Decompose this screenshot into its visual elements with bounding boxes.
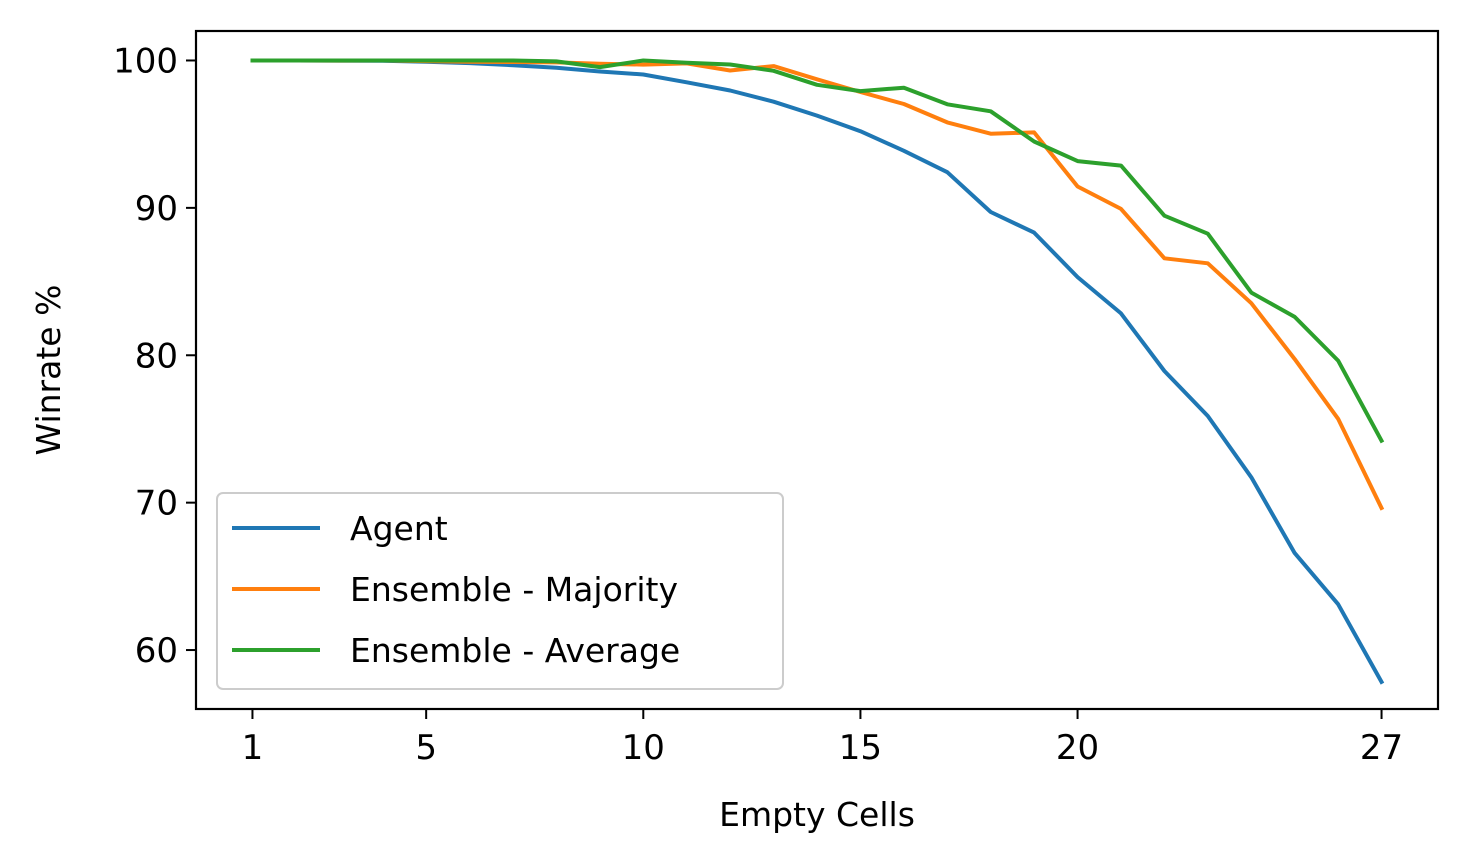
legend: Agent Ensemble - Majority Ensemble - Ave… [216,492,784,690]
series-layer [250,58,1385,685]
legend-label-agent: Agent [350,509,448,548]
x-tick-label: 15 [839,728,882,768]
legend-label-ensemble-average: Ensemble - Average [350,631,680,670]
y-tick-label: 60 [135,631,178,671]
x-tick-label: 10 [622,728,665,768]
y-axis-label: Winrate % [29,285,68,456]
x-tick-label: 5 [415,728,437,768]
x-tick-label: 1 [242,728,264,768]
series-line-ensemble-average [250,58,1385,444]
plot-frame [194,29,1440,711]
x-tick-label: 27 [1360,728,1403,768]
y-tick-label: 90 [135,189,178,229]
x-axis-label: Empty Cells [719,795,915,834]
y-tick-label: 70 [135,484,178,524]
legend-label-ensemble-majority: Ensemble - Majority [350,570,678,609]
x-tick-label: 20 [1056,728,1099,768]
y-tick-label: 100 [113,41,178,81]
y-tick-label: 80 [135,336,178,376]
legend-box [216,492,784,690]
